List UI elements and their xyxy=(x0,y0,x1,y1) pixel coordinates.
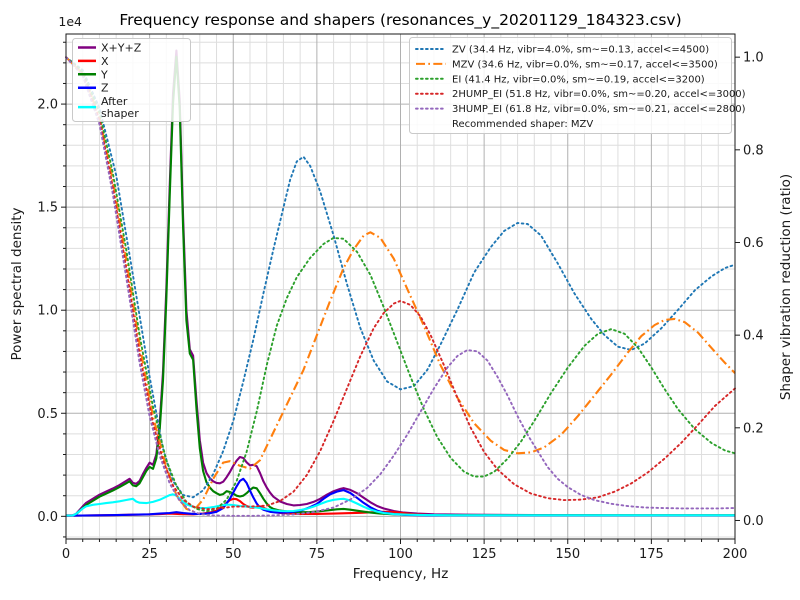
legend-left-box xyxy=(72,38,191,122)
y-left-tick-label: 1.5 xyxy=(37,201,58,216)
legend-right-label: EI (41.4 Hz, vibr=0.0%, sm~=0.19, accel<… xyxy=(452,74,705,85)
y-right-tick-label: 0.2 xyxy=(743,421,764,436)
x-tick-label: 200 xyxy=(723,547,748,562)
legend-right-label: 2HUMP_EI (51.8 Hz, vibr=0.0%, sm~=0.20, … xyxy=(452,89,746,100)
y-left-tick-label: 0.5 xyxy=(37,407,58,422)
legend-right-label: MZV (34.6 Hz, vibr=0.0%, sm~=0.17, accel… xyxy=(452,59,718,70)
legend-left-label: shaper xyxy=(101,107,139,120)
legend-right-note: Recommended shaper: MZV xyxy=(452,119,593,130)
chart-title: Frequency response and shapers (resonanc… xyxy=(119,11,682,29)
legend-right-label: 3HUMP_EI (61.8 Hz, vibr=0.0%, sm~=0.21, … xyxy=(452,104,746,115)
x-tick-label: 100 xyxy=(388,547,413,562)
ticks xyxy=(61,41,740,544)
x-tick-label: 175 xyxy=(639,547,664,562)
y-right-tick-label: 0.8 xyxy=(743,143,764,158)
legend-left-label: X+Y+Z xyxy=(101,42,142,55)
x-tick-label: 50 xyxy=(225,547,242,562)
series-shaper-3hump-ei xyxy=(65,56,736,517)
y-right-tick-label: 1.0 xyxy=(743,51,764,66)
x-tick-label: 25 xyxy=(141,547,158,562)
legend-right-label: ZV (34.4 Hz, vibr=4.0%, sm~=0.13, accel<… xyxy=(452,45,709,56)
legend-left-label: Y xyxy=(100,68,108,81)
y-right-tick-label: 0.4 xyxy=(743,329,764,344)
legend-left-label: Z xyxy=(101,82,109,95)
legend-right: ZV (34.4 Hz, vibr=4.0%, sm~=0.13, accel<… xyxy=(409,37,746,134)
y-left-tick-label: 2.0 xyxy=(37,98,58,113)
legend-left-label: X xyxy=(101,55,109,68)
x-tick-label: 125 xyxy=(472,547,497,562)
x-axis-label: Frequency, Hz xyxy=(352,566,449,582)
series-psd-y xyxy=(66,55,735,517)
x-tick-label: 0 xyxy=(62,547,70,562)
series-psd-xyz xyxy=(66,49,735,517)
series-shaper-zv xyxy=(65,56,736,499)
legend-right-box xyxy=(409,37,732,134)
legend-left-label: After xyxy=(101,95,128,108)
x-tick-label: 150 xyxy=(555,547,580,562)
y-left-tick-label: 0.0 xyxy=(37,510,58,525)
x-tick-label: 75 xyxy=(309,547,326,562)
y-right-tick-label: 0.6 xyxy=(743,236,764,251)
series-psd-after-shaper xyxy=(66,493,735,517)
y-left-tick-label: 1.0 xyxy=(37,304,58,319)
series-shaper-2hump-ei xyxy=(65,56,736,511)
y-right-tick-label: 0.0 xyxy=(743,514,764,529)
series-shaper-ei xyxy=(65,56,736,513)
left-axis-offset-label: 1e4 xyxy=(58,14,82,29)
